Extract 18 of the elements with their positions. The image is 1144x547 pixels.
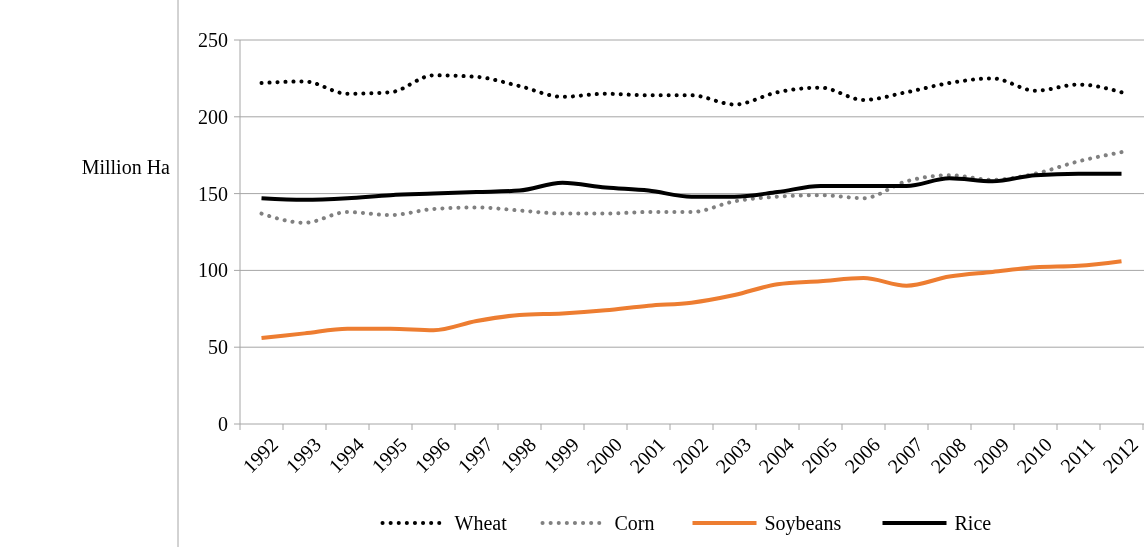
x-tick-label: 2011 xyxy=(1055,433,1100,477)
y-tick-label: 150 xyxy=(198,182,228,205)
legend-label: Rice xyxy=(954,512,992,534)
x-tick-label: 1992 xyxy=(238,433,283,478)
y-tick-label: 50 xyxy=(208,336,228,359)
legend-label: Corn xyxy=(614,512,655,534)
y-axis-title: Million Ha xyxy=(81,156,171,178)
y-tick-label: 100 xyxy=(198,259,228,282)
line-series xyxy=(259,150,1124,225)
legend-label: Soybeans xyxy=(764,512,842,535)
y-tick-label: 0 xyxy=(218,413,228,435)
y-tick-label: 200 xyxy=(198,105,228,128)
line-series xyxy=(259,73,1124,107)
x-tick-label: 1999 xyxy=(539,433,584,478)
line-series xyxy=(259,171,1124,202)
y-tick-label: 250 xyxy=(198,29,228,51)
legend-label: Wheat xyxy=(454,512,508,534)
line-series xyxy=(259,259,1124,340)
